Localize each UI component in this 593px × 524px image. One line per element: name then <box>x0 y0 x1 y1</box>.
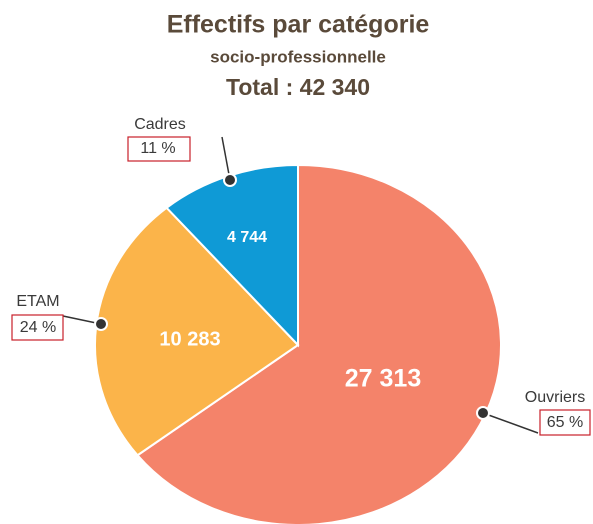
callout-dot <box>94 317 108 331</box>
percent-label: 11 % <box>140 140 175 157</box>
category-label: Ouvriers <box>525 389 585 406</box>
callout-line <box>482 412 539 434</box>
percent-label: 65 % <box>547 414 583 431</box>
chart-title: Effectifs par catégorie <box>167 11 430 39</box>
category-label: Cadres <box>134 116 186 133</box>
value-label: 4 744 <box>227 229 267 246</box>
callout-box <box>127 136 191 162</box>
callout-dot <box>476 406 490 420</box>
callout-line <box>221 136 231 181</box>
percent-label: 24 % <box>20 319 56 336</box>
value-label: 10 283 <box>159 328 220 350</box>
chart-total: Total : 42 340 <box>226 74 370 100</box>
category-label: ETAM <box>16 293 59 310</box>
callout-box <box>539 409 591 436</box>
chart-subtitle: socio-professionnelle <box>210 47 386 66</box>
callout-box <box>11 314 64 341</box>
value-label: 27 313 <box>345 365 421 393</box>
callout-dot <box>223 173 237 187</box>
pie-slice <box>136 163 502 524</box>
